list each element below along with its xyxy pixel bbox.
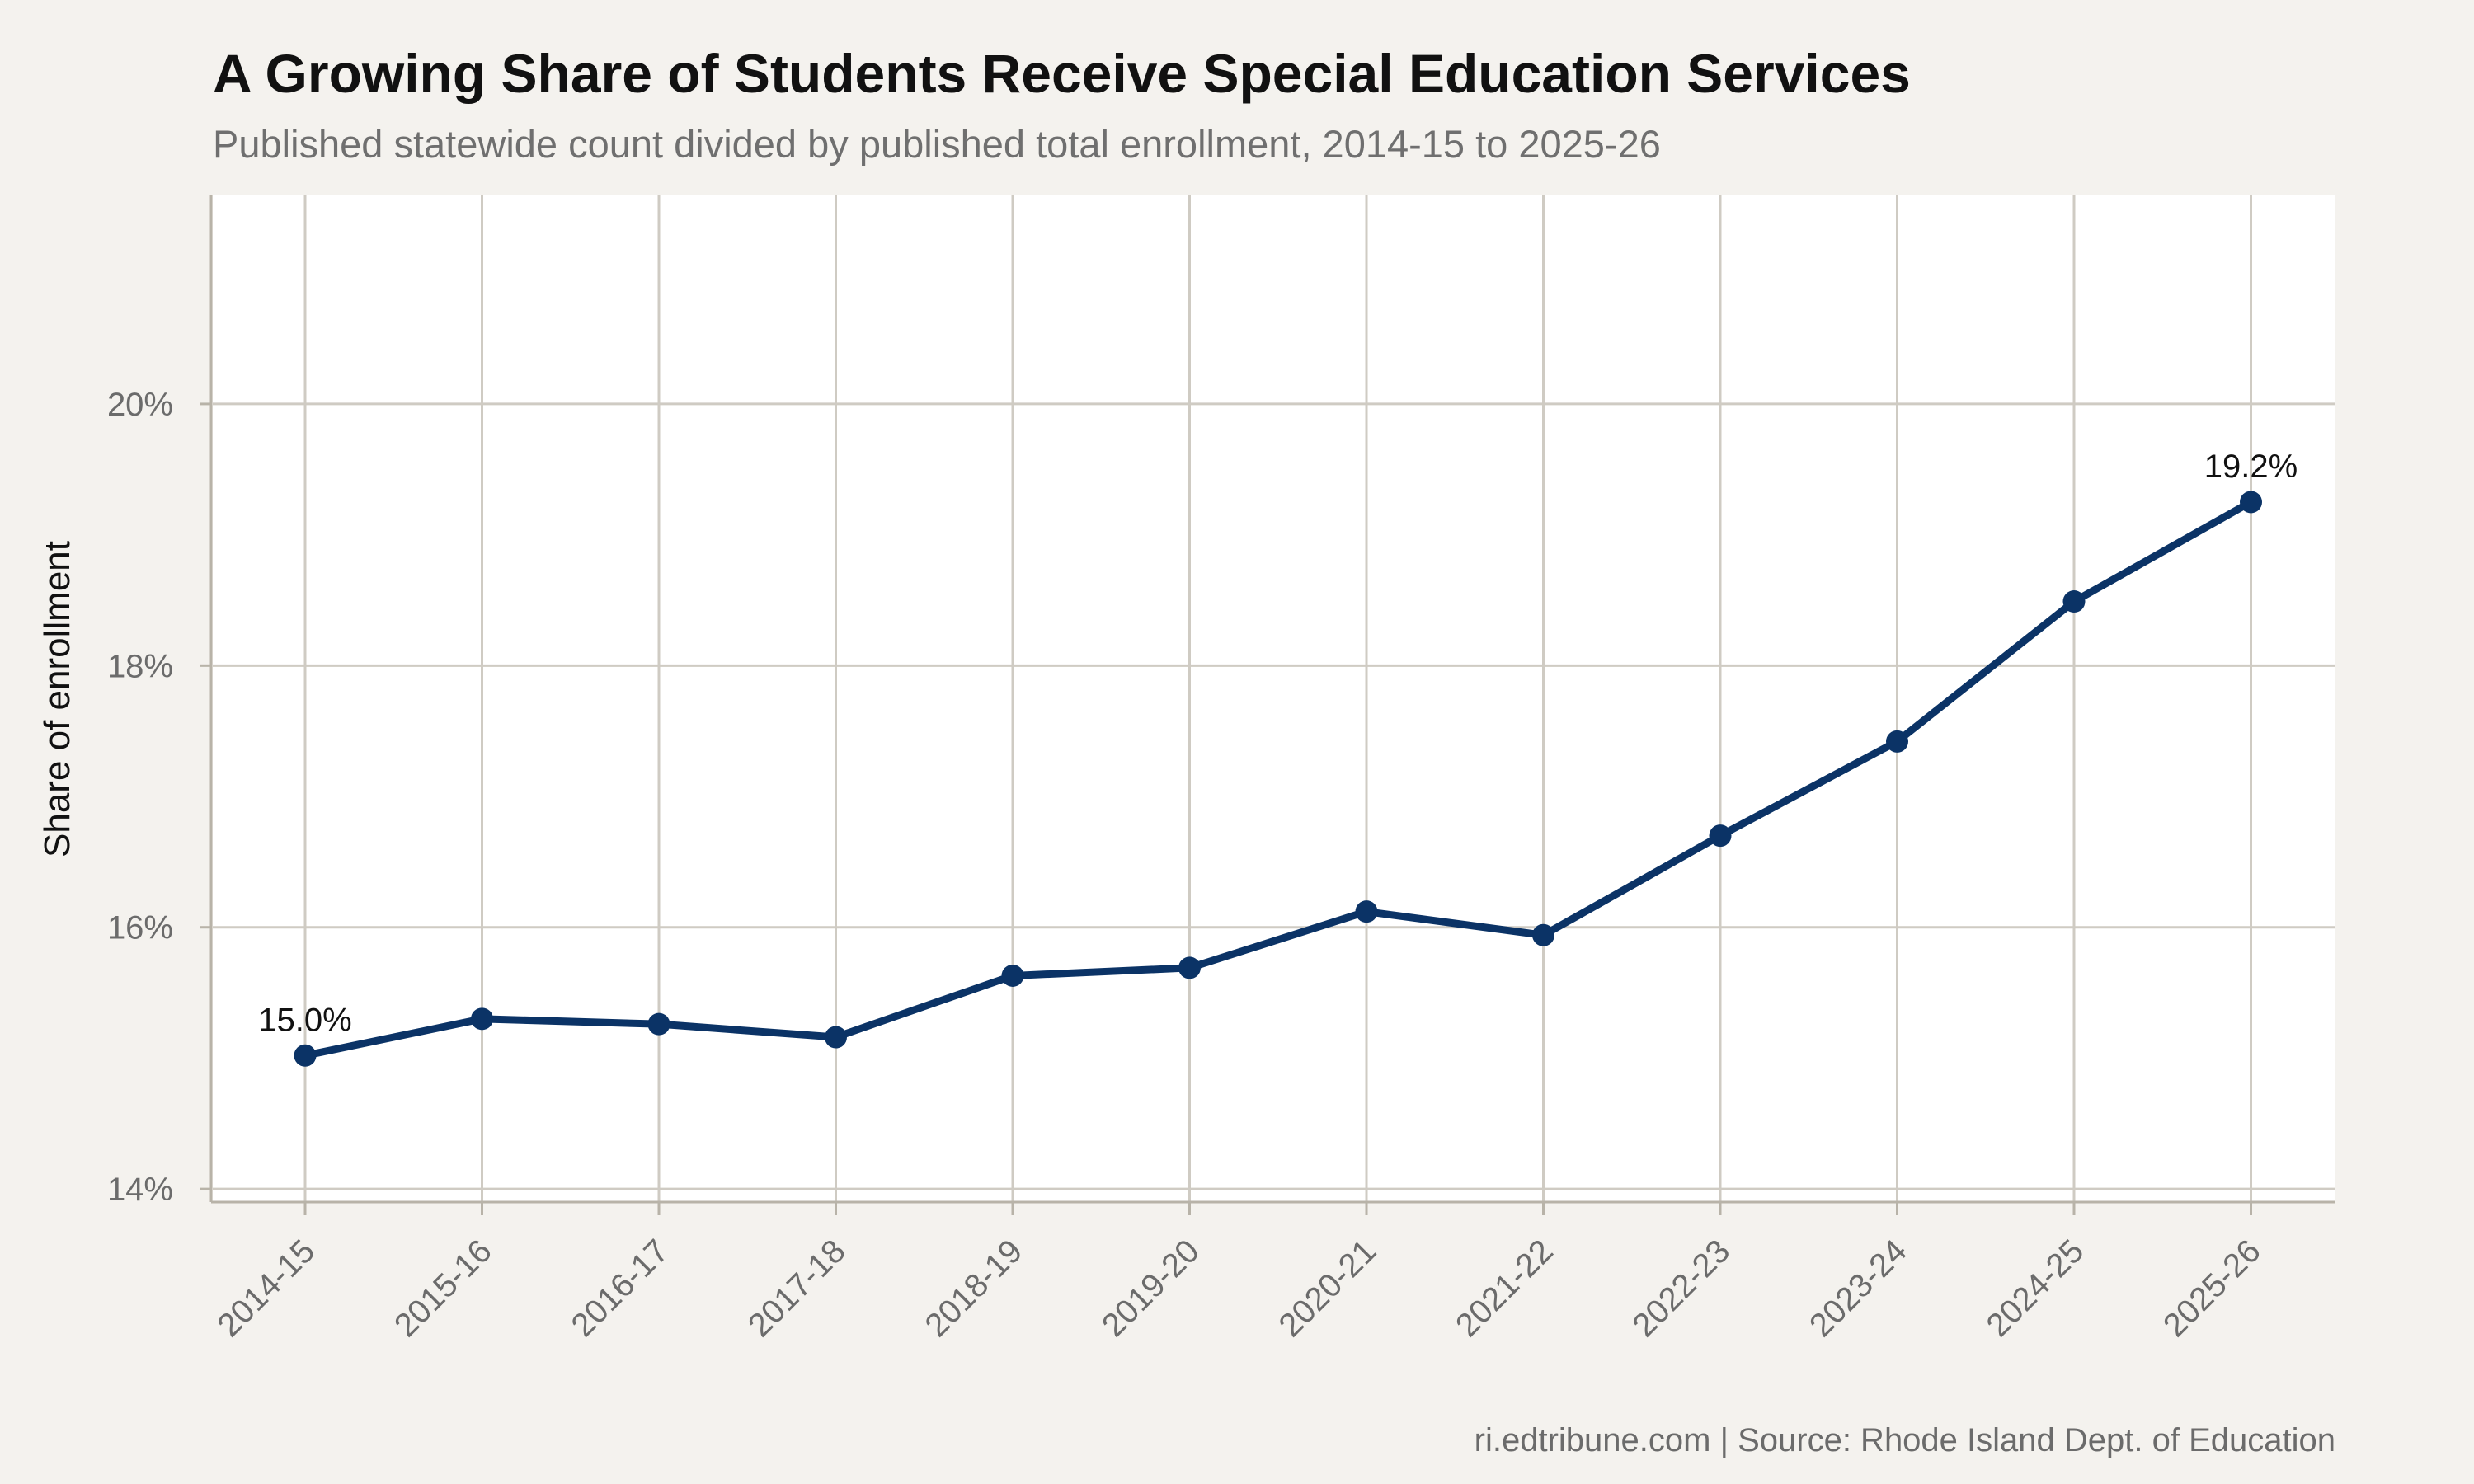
- y-tick-label: 20%: [107, 387, 173, 423]
- points-group: [294, 491, 2262, 1067]
- data-point: [2240, 491, 2262, 514]
- y-tick-label: 14%: [107, 1172, 173, 1208]
- chart-subtitle: Published statewide count divided by pub…: [213, 122, 1661, 166]
- labels-group: 15.0% 19.2%: [258, 448, 2298, 1038]
- data-point: [1001, 964, 1024, 987]
- y-tick-label: 16%: [107, 910, 173, 946]
- chart-title: A Growing Share of Students Receive Spec…: [213, 43, 1911, 104]
- series-group: [301, 498, 2255, 1059]
- data-point: [825, 1026, 847, 1049]
- y-tick-label: 18%: [107, 648, 173, 684]
- y-axis-label: Share of enrollment: [37, 541, 78, 857]
- plot-group: 14%16%18%20%2014-15 2015-16 2016-17 2017-18…: [107, 195, 2335, 1344]
- data-label: 19.2%: [2204, 448, 2298, 485]
- data-label: 15.0%: [258, 1002, 351, 1038]
- data-point: [294, 1044, 317, 1067]
- data-point: [1532, 923, 1554, 946]
- data-point: [1355, 900, 1378, 923]
- axis-group: [209, 195, 2335, 1204]
- plot-panel: [213, 195, 2335, 1202]
- data-point: [471, 1007, 493, 1031]
- series-line: [301, 498, 2255, 1059]
- data-point: [647, 1012, 670, 1036]
- chart-caption: ri.edtribune.com | Source: Rhode Island …: [1475, 1422, 2335, 1458]
- data-point: [1709, 824, 1732, 848]
- data-point: [2062, 590, 2086, 613]
- data-point: [1886, 730, 1908, 753]
- data-point: [1178, 956, 1201, 979]
- grid-group: [213, 195, 2335, 1202]
